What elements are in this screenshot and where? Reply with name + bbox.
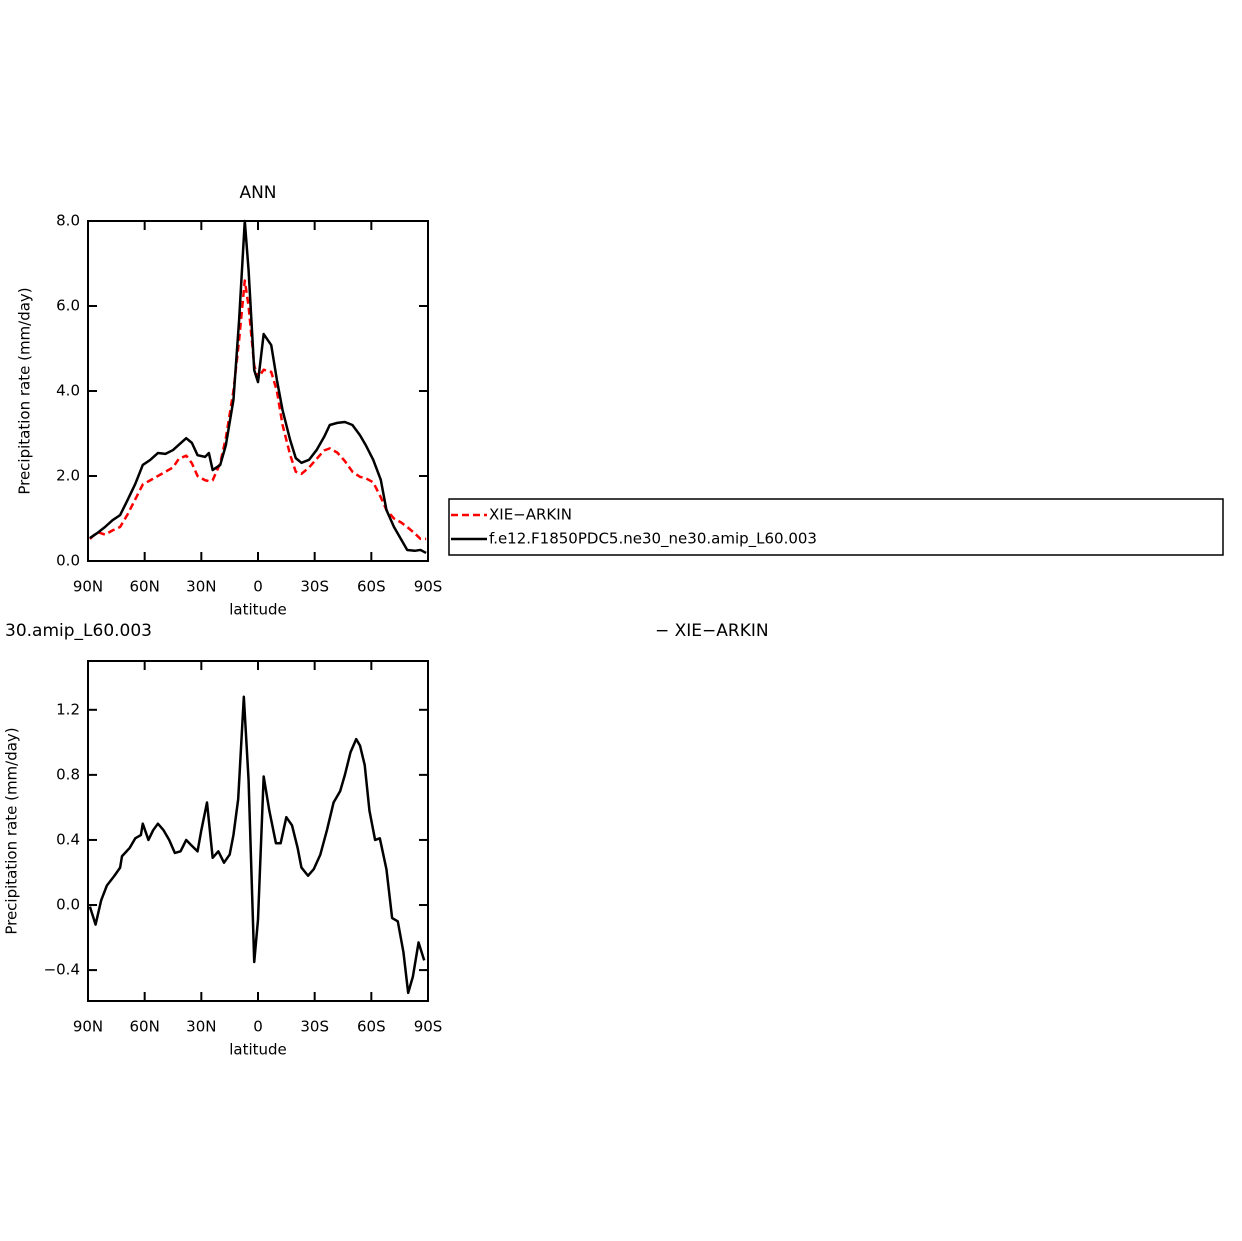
x-tick-label: 60N [130, 578, 160, 596]
y-tick-label: 1.2 [56, 700, 80, 718]
x-tick-label: 30S [300, 1018, 329, 1036]
series-line [89, 279, 427, 541]
x-tick-label: 90N [73, 578, 103, 596]
x-tick-label: 60N [130, 1018, 160, 1036]
chart-title-left: 30.amip_L60.003 [5, 621, 152, 641]
y-tick-label: 0.0 [56, 552, 80, 570]
y-axis-label: Precipitation rate (mm/day) [16, 287, 34, 494]
x-tick-label: 90N [73, 1018, 103, 1036]
x-axis-label: latitude [229, 1041, 287, 1059]
y-tick-label: 2.0 [56, 467, 80, 485]
x-tick-label: 90S [414, 1018, 443, 1036]
y-axis-label: Precipitation rate (mm/day) [3, 727, 21, 934]
series-line [89, 219, 427, 555]
y-tick-label: 0.8 [56, 765, 80, 783]
x-tick-label: 60S [357, 578, 386, 596]
legend-box [448, 498, 1224, 556]
x-tick-label: 0 [253, 1018, 263, 1036]
x-tick-label: 60S [357, 1018, 386, 1036]
y-tick-label: 6.0 [56, 297, 80, 315]
x-axis-label: latitude [229, 601, 287, 619]
y-tick-label: 0.0 [56, 896, 80, 914]
y-tick-label: −0.4 [44, 961, 80, 979]
plot-frame [87, 660, 429, 1002]
plot-frame [87, 220, 429, 562]
x-tick-label: 90S [414, 578, 443, 596]
series-line [88, 695, 426, 995]
x-tick-label: 0 [253, 578, 263, 596]
y-tick-label: 0.4 [56, 830, 80, 848]
chart-title-right: − XIE−ARKIN [655, 621, 769, 641]
x-tick-label: 30N [186, 578, 216, 596]
y-tick-label: 4.0 [56, 382, 80, 400]
chart-title: ANN [239, 183, 276, 203]
legend-label: f.e12.F1850PDC5.ne30_ne30.amip_L60.003 [489, 530, 817, 549]
x-tick-label: 30N [186, 1018, 216, 1036]
x-tick-label: 30S [300, 578, 329, 596]
y-tick-label: 8.0 [56, 212, 80, 230]
legend-label: XIE−ARKIN [489, 506, 572, 524]
